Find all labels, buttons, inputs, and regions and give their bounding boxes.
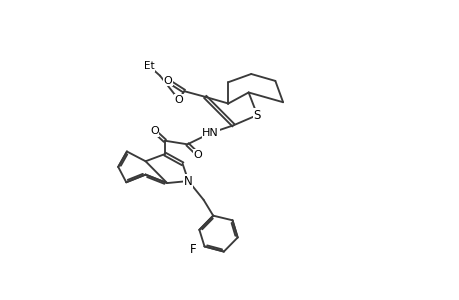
Text: F: F [190,242,196,256]
Text: Et: Et [144,61,154,71]
Text: N: N [184,175,192,188]
Text: O: O [150,126,158,136]
Text: O: O [174,95,183,105]
Text: S: S [253,109,260,122]
Text: HN: HN [202,128,218,138]
Text: O: O [163,76,172,86]
Text: O: O [193,150,202,160]
